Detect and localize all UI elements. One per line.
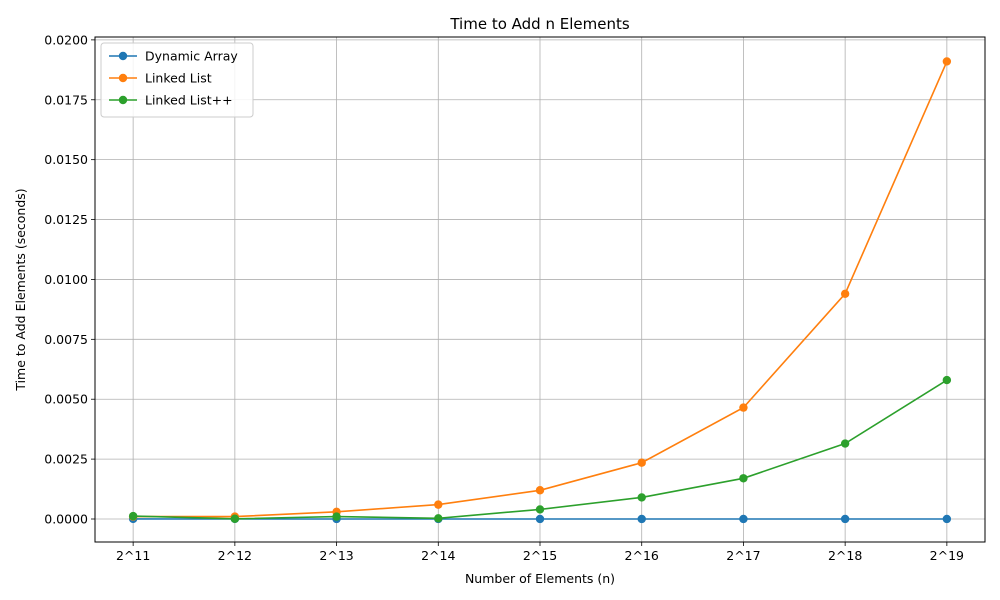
chart-title: Time to Add n Elements — [449, 15, 629, 33]
data-point — [434, 514, 443, 523]
legend-marker — [118, 51, 128, 61]
data-point — [739, 403, 748, 412]
data-point — [840, 439, 850, 448]
legend-marker — [118, 95, 128, 105]
x-tick-label: 2^14 — [421, 548, 455, 563]
data-point — [128, 511, 138, 521]
y-tick-label: 0.0025 — [44, 452, 88, 467]
data-point — [942, 375, 952, 385]
y-tick-label: 0.0200 — [44, 32, 88, 47]
series-layer — [128, 57, 952, 524]
legend-label: Linked List — [145, 71, 212, 86]
data-point — [739, 474, 748, 483]
legend-marker — [118, 73, 128, 83]
data-point — [535, 505, 545, 514]
data-point — [942, 514, 952, 524]
x-tick-label: 2^15 — [523, 548, 557, 563]
data-point — [535, 514, 545, 524]
data-point — [637, 458, 646, 467]
x-tick-label: 2^13 — [319, 548, 353, 563]
y-axis-title: Time to Add Elements (seconds) — [13, 188, 28, 391]
ticks: 2^11 2^12 2^13 2^14 2^15 2^16 2^17 2^18 2^19 0.00… — [44, 32, 964, 563]
x-tick-label: 2^12 — [218, 548, 252, 563]
x-tick-label: 2^19 — [930, 548, 964, 563]
data-point — [637, 493, 646, 502]
x-tick-label: 2^17 — [726, 548, 760, 563]
data-point — [434, 500, 443, 509]
y-tick-label: 0.0150 — [44, 152, 88, 167]
y-tick-label: 0.0000 — [44, 512, 88, 527]
legend-label: Linked List++ — [145, 93, 233, 108]
legend-label: Dynamic Array — [145, 49, 238, 64]
data-point — [535, 486, 545, 495]
data-point — [840, 514, 850, 524]
data-point — [840, 289, 850, 299]
data-point — [739, 514, 748, 524]
legend: Dynamic Array Linked List Linked List++ — [100, 42, 254, 118]
data-point — [942, 57, 952, 66]
y-tick-label: 0.0125 — [44, 212, 88, 227]
x-axis-title: Number of Elements (n) — [465, 571, 615, 586]
data-point — [230, 514, 240, 523]
y-tick-label: 0.0075 — [44, 332, 88, 347]
x-tick-label: 2^11 — [116, 548, 150, 563]
data-point — [332, 512, 341, 521]
legend-box — [100, 42, 254, 118]
x-tick-label: 2^16 — [625, 548, 659, 563]
x-tick-label: 2^18 — [828, 548, 862, 563]
y-tick-label: 0.0050 — [44, 392, 88, 407]
data-point — [637, 514, 646, 524]
y-tick-label: 0.0175 — [44, 92, 88, 107]
y-tick-label: 0.0100 — [44, 272, 88, 287]
